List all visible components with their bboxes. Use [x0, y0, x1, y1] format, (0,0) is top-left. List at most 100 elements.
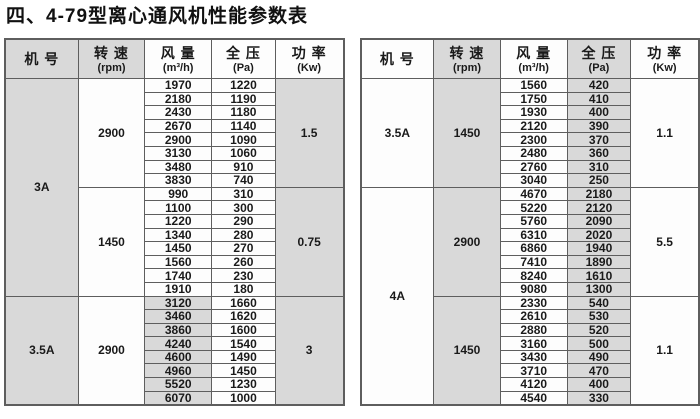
airflow-cell: 2480 [499, 145, 568, 161]
table-row: 3.5A 1450 1560 420 1.1 [359, 78, 700, 188]
airflow-cell: 1750 [499, 91, 568, 107]
machine-number-cell: 3A [4, 78, 79, 297]
column-label: 全 压 [225, 44, 261, 61]
column-header-speed: 转 速 (rpm) [433, 38, 501, 79]
airflow-cell: 3120 [144, 295, 213, 311]
airflow-cell: 3160 [499, 336, 568, 351]
table-row: 1340 280 [5, 227, 344, 243]
pressure-cell: 1540 [211, 336, 276, 351]
pressure-cell: 1600 [211, 322, 276, 338]
table-row: 3.5A 2900 3120 1660 3 [4, 295, 345, 406]
pressure-cell: 180 [211, 281, 276, 297]
pressure-cell: 420 [566, 78, 632, 93]
column-unit: (Pa) [233, 61, 254, 74]
airflow-cell: 6070 [144, 390, 213, 406]
airflow-cell: 1340 [144, 227, 213, 243]
pressure-cell: 1610 [566, 268, 632, 283]
table-row: 6860 1940 [361, 241, 700, 256]
column-label: 全 压 [581, 44, 617, 61]
table-row: 5520 1230 [5, 377, 344, 392]
table-row: 3130 1060 [5, 145, 344, 161]
table-row: 1930 400 [361, 105, 700, 120]
pressure-cell: 400 [566, 105, 632, 120]
table-row: 1450 990 310 0.75 [5, 186, 345, 297]
pressure-cell: 2090 [566, 213, 632, 229]
airflow-cell: 2330 [499, 295, 568, 311]
column-header-flow: 风 量 (m³/h) [144, 38, 213, 79]
pressure-cell: 1620 [211, 309, 276, 324]
airflow-cell: 6310 [499, 227, 568, 243]
power-cell: 1.1 [630, 78, 700, 188]
table-row: 1910 180 [5, 281, 344, 297]
power-cell: 5.5 [630, 186, 700, 297]
column-label: 功 率 [647, 44, 683, 61]
table-row: 4A 2900 4670 2180 5.5 [359, 186, 700, 406]
pressure-cell: 1140 [211, 118, 276, 134]
column-header-machine-no: 机 号 [359, 38, 435, 79]
airflow-cell: 990 [144, 186, 213, 202]
pressure-cell: 520 [566, 322, 632, 338]
table-row: 4600 1490 [5, 349, 344, 365]
airflow-cell: 4670 [499, 186, 568, 202]
column-header-speed: 转 速 (rpm) [77, 38, 146, 79]
airflow-cell: 4960 [144, 363, 213, 379]
pressure-cell: 910 [211, 159, 276, 175]
airflow-cell: 3460 [144, 309, 213, 324]
page: 四、4-79型离心通风机性能参数表 机 号转 速 (rpm) 风 量 (m³/h) 全 … [4, 6, 700, 407]
table-row: 3710 470 [361, 363, 700, 379]
pressure-cell: 1220 [211, 78, 276, 93]
pressure-cell: 2020 [566, 227, 632, 243]
pressure-cell: 1450 [211, 363, 276, 379]
airflow-cell: 3710 [499, 363, 568, 379]
column-label: 机 号 [379, 50, 415, 67]
pressure-cell: 1490 [211, 349, 276, 365]
table-row: 3460 1620 [5, 309, 344, 324]
table-row: 1450 2330 540 1.1 [361, 295, 700, 406]
table-row: 2180 1190 [5, 91, 344, 107]
airflow-cell: 4120 [499, 377, 568, 392]
pressure-cell: 1000 [211, 390, 276, 406]
column-label: 风 量 [516, 44, 552, 61]
pressure-cell: 530 [566, 309, 632, 324]
pressure-cell: 280 [211, 227, 276, 243]
airflow-cell: 3860 [144, 322, 213, 338]
column-unit: (m³/h) [518, 61, 549, 74]
airflow-cell: 2120 [499, 118, 568, 134]
power-cell: 3 [274, 295, 345, 406]
pressure-cell: 500 [566, 336, 632, 351]
speed-cell: 1450 [433, 78, 501, 188]
pressure-cell: 400 [566, 377, 632, 392]
table-row: 2480 360 [361, 145, 700, 161]
pressure-cell: 1940 [566, 241, 632, 256]
table-row: 1220 290 [5, 213, 344, 229]
airflow-cell: 4540 [499, 390, 568, 406]
airflow-cell: 1220 [144, 213, 213, 229]
pressure-cell: 2120 [566, 200, 632, 215]
column-label: 功 率 [291, 44, 327, 61]
pressure-cell: 1660 [211, 295, 276, 311]
pressure-cell: 360 [566, 145, 632, 161]
power-cell: 1.1 [630, 295, 700, 406]
table-row: 2610 530 [361, 309, 700, 324]
airflow-cell: 2760 [499, 159, 568, 175]
pressure-cell: 2180 [566, 186, 632, 202]
column-unit: (Kw) [297, 61, 322, 74]
pressure-cell: 270 [211, 241, 276, 256]
column-unit: (rpm) [97, 61, 126, 74]
column-header-pressure: 全 压 (Pa) [566, 38, 632, 79]
airflow-cell: 3830 [144, 173, 213, 188]
airflow-cell: 2900 [144, 132, 213, 147]
airflow-cell: 1560 [144, 254, 213, 270]
column-unit: (Kw) [652, 61, 677, 74]
pressure-cell: 1230 [211, 377, 276, 392]
column-unit: (Pa) [588, 61, 610, 74]
power-cell: 1.5 [274, 78, 345, 188]
performance-table-right: 机 号 转 速 (rpm) 风 量 (m³/h) 全 压 (Pa) 功 率 (Kw) 3.5A 14… [359, 38, 700, 407]
speed-cell: 2900 [77, 295, 146, 406]
column-label: 风 量 [160, 44, 196, 61]
pressure-cell: 1060 [211, 145, 276, 161]
table-row: 2300 370 [361, 132, 700, 147]
table-row: 3480 910 [5, 159, 344, 175]
pressure-cell: 490 [566, 349, 632, 365]
pressure-cell: 230 [211, 268, 276, 283]
